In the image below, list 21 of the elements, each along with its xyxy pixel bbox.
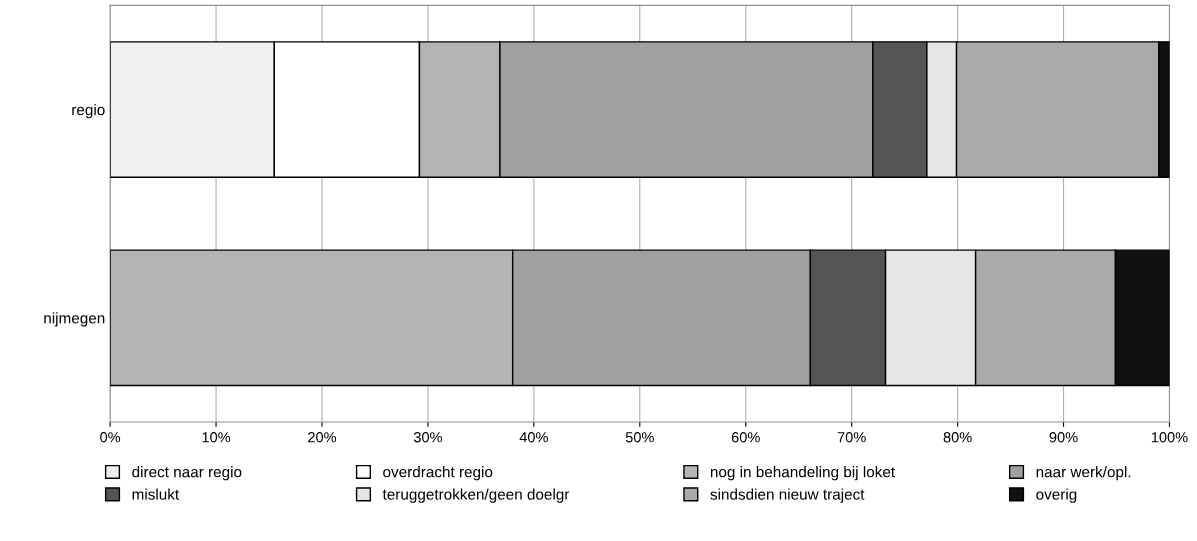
legend-label: naar werk/opl. [1036, 466, 1131, 481]
x-tick-label: 80% [943, 432, 972, 443]
x-tick-label: 50% [625, 432, 654, 443]
legend-label: overig [1036, 488, 1077, 503]
legend-label: teruggetrokken/geen doelgr [382, 488, 570, 503]
legend-label: sindsdien nieuw traject [710, 488, 865, 503]
x-tick-label: 20% [308, 432, 337, 443]
y-tick-label: nijmegen [44, 312, 105, 327]
x-tick-label: 60% [731, 432, 760, 443]
legend-label: overdracht regio [383, 466, 493, 481]
x-tick-label: 90% [1049, 432, 1078, 443]
x-tick-label: 10% [202, 432, 231, 443]
x-tick-label: 70% [837, 432, 866, 443]
legend-label: mislukt [132, 488, 180, 500]
x-tick-label: 40% [519, 432, 548, 443]
legend-label: direct naar regio [132, 466, 242, 481]
x-tick-label: 30% [413, 432, 442, 443]
legend-label: nog in behandeling bij loket [710, 466, 895, 481]
x-tick-label: 0% [100, 432, 121, 443]
y-tick-label: regio [72, 104, 105, 119]
x-tick-label: 100% [1151, 432, 1188, 443]
